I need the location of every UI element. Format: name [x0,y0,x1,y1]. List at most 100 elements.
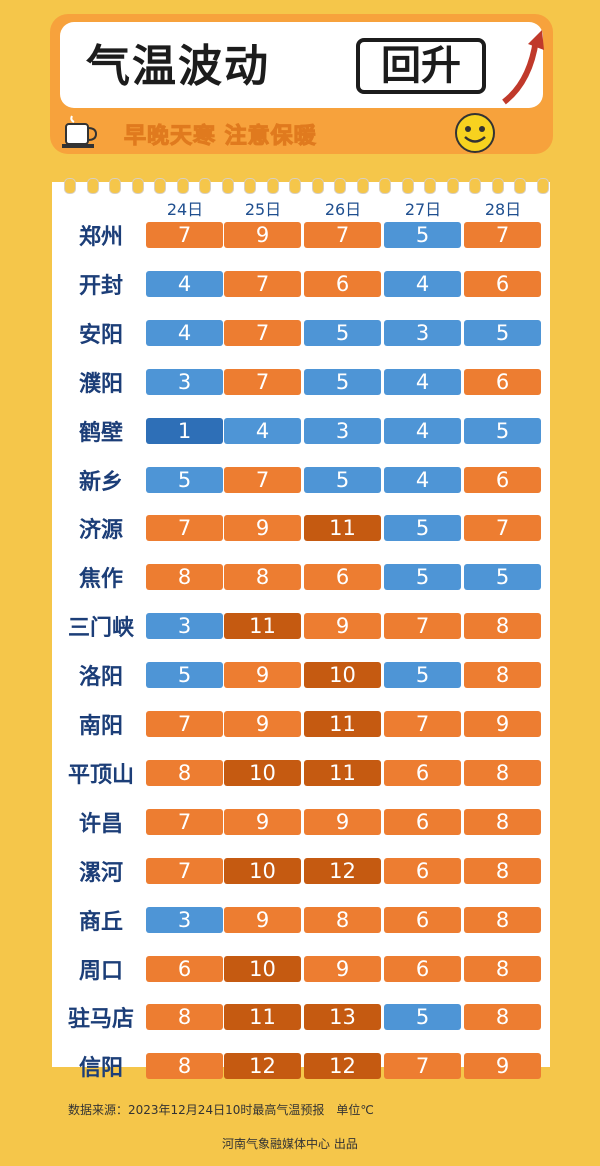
city-label: 开封 [78,273,123,299]
temperature-cell: 7 [304,222,381,248]
temperature-cell: 6 [304,270,381,297]
date-column-header: 25日 [244,200,282,219]
temperature-cell: 6 [384,808,461,835]
temperature-cell: 5 [384,662,461,689]
temperature-cell: 8 [464,662,541,689]
temperature-cell: 7 [464,515,541,542]
date-column-header: 27日 [404,200,442,219]
title-boxed-text: 回升 [356,38,486,94]
temperature-cell: 10 [304,662,381,689]
temperature-cell: 8 [464,906,541,933]
temperature-cell: 4 [384,417,461,444]
temperature-cell: 5 [464,564,541,591]
header-banner: 气温波动 回升 早晚天寒 注意保暖 [50,14,553,154]
temperature-cell: 5 [384,222,461,248]
city-label: 信阳 [78,1056,123,1082]
temperature-cell: 5 [146,466,223,493]
temperature-cell: 4 [384,270,461,297]
city-label: 三门峡 [67,616,134,642]
binder-ring [311,178,324,194]
binder-ring [64,178,76,194]
binder-ring [244,178,256,194]
temperature-cell: 11 [304,759,381,786]
temperature-cell: 4 [146,270,223,297]
binder-ring [356,178,369,194]
binder-ring [199,178,211,194]
temperature-cell: 12 [304,1053,381,1080]
up-arrow-icon [502,30,544,105]
binder-ring [401,178,414,194]
binder-ring [469,178,481,194]
temperature-cell: 9 [224,808,301,835]
binder-ring [109,178,121,194]
city-label: 驻马店 [67,1007,134,1033]
temperature-cell: 3 [146,368,223,395]
temperature-cell: 9 [304,955,381,982]
temperature-cell: 9 [464,1053,541,1080]
binder-ring [536,178,549,194]
temperature-cell: 7 [224,270,301,297]
temperature-cell: 9 [464,711,541,737]
temperature-cell: 4 [224,417,301,444]
temperature-cell: 7 [146,808,223,835]
temperature-cell: 6 [464,368,541,395]
city-label: 南阳 [78,714,123,739]
temperature-cell: 8 [464,1004,541,1031]
temperature-cell: 10 [224,857,301,884]
temperature-cell: 7 [224,319,301,346]
binder-ring [446,178,459,194]
coffee-cup-icon [62,115,98,148]
city-label: 许昌 [78,811,123,837]
temperature-cell: 11 [224,1004,301,1031]
city-label: 新乡 [78,469,123,495]
temperature-cell: 9 [224,906,301,933]
temperature-cell: 8 [146,759,223,786]
temperature-cell: 11 [304,515,381,542]
temperature-cell: 8 [304,906,381,933]
temperature-cell: 7 [384,1053,461,1080]
temperature-cell: 8 [146,564,223,591]
temperature-cell: 6 [464,270,541,297]
temperature-cell: 6 [304,564,381,591]
temperature-cell: 12 [224,1053,301,1080]
binder-ring [424,178,436,194]
city-label: 漯河 [78,860,123,886]
temperature-cell: 8 [464,857,541,884]
binder-ring [334,178,346,194]
binder-ring [491,178,504,194]
temperature-cell: 1 [146,417,223,444]
temperature-cell: 9 [224,515,301,542]
temperature-cell: 8 [464,955,541,982]
temperature-cell: 8 [224,564,301,591]
temperature-cell: 3 [304,417,381,444]
temperature-cell: 3 [384,319,461,346]
temperature-cell: 6 [384,759,461,786]
temperature-cell: 9 [224,222,301,248]
temperature-cell: 8 [146,1004,223,1031]
temperature-cell: 6 [464,466,541,493]
temperature-cell: 5 [304,319,381,346]
binder-ring [131,178,144,194]
temperature-cell: 7 [224,466,301,493]
temperature-cell: 8 [464,759,541,786]
temperature-cell: 6 [384,906,461,933]
city-label: 郑州 [78,225,123,250]
temperature-cell: 5 [464,417,541,444]
binder-ring [221,178,234,194]
temperature-cell: 10 [224,955,301,982]
title-box: 气温波动 回升 [60,22,544,108]
temperature-cell: 6 [384,955,461,982]
temperature-cell: 13 [304,1004,381,1031]
city-label: 安阳 [78,322,123,348]
temperature-cell: 9 [224,711,301,737]
temperature-cell: 5 [464,319,541,346]
binder-rings [52,178,550,194]
temperature-cell: 4 [146,319,223,346]
temperature-cell: 5 [384,515,461,542]
temperature-cell: 7 [384,613,461,640]
temperature-cell: 8 [464,808,541,835]
temperature-cell: 11 [304,711,381,737]
temperature-cell: 6 [146,955,223,982]
temperature-cell: 7 [224,368,301,395]
temperature-cell: 7 [384,711,461,737]
